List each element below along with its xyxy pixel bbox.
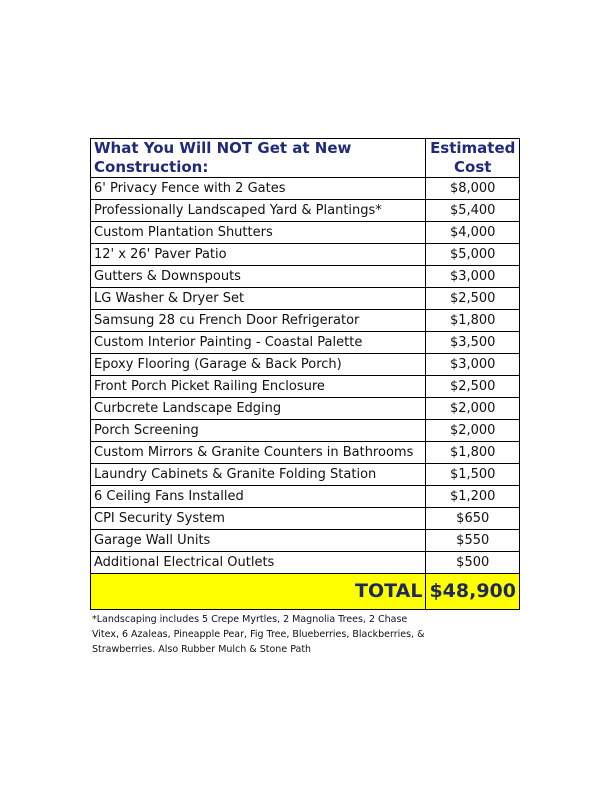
table-row: Epoxy Flooring (Garage & Back Porch) $3,0… [89, 353, 520, 376]
item-cost: $3,000 [425, 265, 520, 288]
table-row: Porch Screening $2,000 [89, 419, 520, 442]
table-row: Professionally Landscaped Yard & Plantin… [89, 199, 520, 222]
item-name: Samsung 28 cu French Door Refrigerator [89, 309, 427, 332]
item-name: Professionally Landscaped Yard & Plantin… [89, 199, 427, 222]
table-row: Custom Mirrors & Granite Counters in Bat… [89, 441, 520, 464]
item-cost: $2,500 [425, 375, 520, 398]
item-name: Custom Mirrors & Granite Counters in Bat… [89, 441, 427, 464]
item-cost: $5,400 [425, 199, 520, 222]
item-cost: $1,500 [425, 463, 520, 486]
item-cost: $5,000 [425, 243, 520, 266]
total-row: TOTAL $48,900 [89, 573, 520, 610]
item-cost: $3,500 [425, 331, 520, 354]
item-name: Porch Screening [89, 419, 427, 442]
item-name: 12' x 26' Paver Patio [89, 243, 427, 266]
item-cost: $1,200 [425, 485, 520, 508]
item-name: Custom Interior Painting - Coastal Palet… [89, 331, 427, 354]
footnote: *Landscaping includes 5 Crepe Myrtles, 2… [92, 614, 425, 655]
table-row: 6' Privacy Fence with 2 Gates $8,000 [89, 177, 520, 200]
item-name: LG Washer & Dryer Set [89, 287, 427, 310]
item-name: CPI Security System [89, 507, 427, 530]
item-cost: $650 [425, 507, 520, 530]
table-row: Gutters & Downspouts $3,000 [89, 265, 520, 288]
item-cost: $3,000 [425, 353, 520, 376]
cost-table: What You Will NOT Get at New Constructio… [89, 138, 520, 610]
item-name: Epoxy Flooring (Garage & Back Porch) [89, 353, 427, 376]
item-name: Curbcrete Landscape Edging [89, 397, 427, 420]
item-cost: $8,000 [425, 177, 520, 200]
item-cost: $500 [425, 551, 520, 574]
total-label: TOTAL [89, 573, 427, 610]
table-row: Curbcrete Landscape Edging $2,000 [89, 397, 520, 420]
item-name: Additional Electrical Outlets [89, 551, 427, 574]
total-value: $48,900 [425, 573, 520, 610]
item-cost: $2,500 [425, 287, 520, 310]
item-name: 6 Ceiling Fans Installed [89, 485, 427, 508]
item-name: Laundry Cabinets & Granite Folding Stati… [89, 463, 427, 486]
item-name: Gutters & Downspouts [89, 265, 427, 288]
header-cost: Estimated Cost [425, 138, 520, 178]
item-cost: $550 [425, 529, 520, 552]
table-row: Additional Electrical Outlets $500 [89, 551, 520, 574]
table-row: Samsung 28 cu French Door Refrigerator $1… [89, 309, 520, 332]
item-name: Front Porch Picket Railing Enclosure [89, 375, 427, 398]
table-row: Front Porch Picket Railing Enclosure $2,5… [89, 375, 520, 398]
table-row: Custom Plantation Shutters $4,000 [89, 221, 520, 244]
table-row: 6 Ceiling Fans Installed $1,200 [89, 485, 520, 508]
item-name: Garage Wall Units [89, 529, 427, 552]
table-row: Custom Interior Painting - Coastal Palet… [89, 331, 520, 354]
table-row: 12' x 26' Paver Patio $5,000 [89, 243, 520, 266]
item-cost: $2,000 [425, 419, 520, 442]
table-row: Garage Wall Units $550 [89, 529, 520, 552]
item-cost: $4,000 [425, 221, 520, 244]
item-cost: $1,800 [425, 309, 520, 332]
item-cost: $2,000 [425, 397, 520, 420]
item-name: Custom Plantation Shutters [89, 221, 427, 244]
item-cost: $1,800 [425, 441, 520, 464]
header-row: What You Will NOT Get at New Constructio… [89, 138, 520, 178]
item-name: 6' Privacy Fence with 2 Gates [89, 177, 427, 200]
table-row: CPI Security System $650 [89, 507, 520, 530]
header-item: What You Will NOT Get at New Constructio… [89, 138, 427, 178]
table-row: Laundry Cabinets & Granite Folding Stati… [89, 463, 520, 486]
table-row: LG Washer & Dryer Set $2,500 [89, 287, 520, 310]
